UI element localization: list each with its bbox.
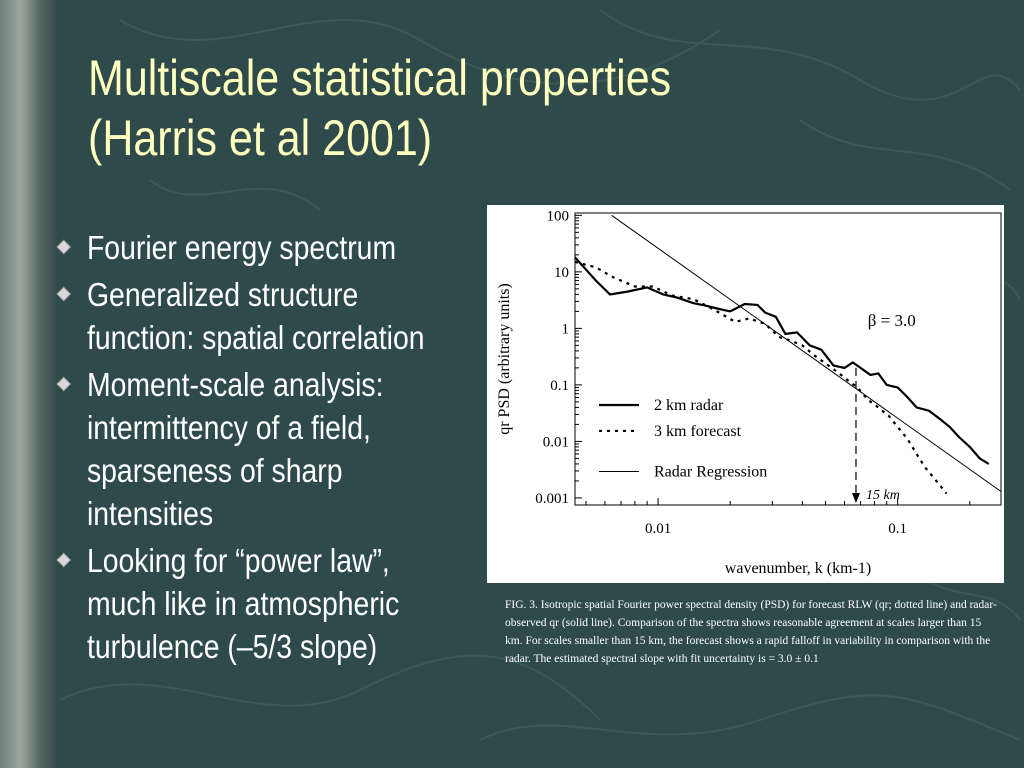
x-axis-label: wavenumber, k (km-1) [725, 560, 871, 577]
title-line-1: Multiscale statistical properties [88, 50, 672, 106]
slide-title: Multiscale statistical properties (Harri… [88, 48, 742, 168]
bullet-diamond-icon [56, 552, 72, 568]
slope-annotation: β = 3.0 [868, 311, 916, 330]
psd-chart: 0.001 0.01 0.1 1 10 100 0.01 0.1 15 km β = 3.0 2 k… [496, 208, 1002, 577]
y-tick-label: 10 [554, 265, 569, 281]
series-line-solid-thin [611, 214, 1002, 492]
title-line-2: (Harris et al 2001) [88, 110, 433, 166]
bullet-item: Fourier energy spectrum [56, 226, 426, 269]
decorative-left-strip [0, 0, 58, 768]
bullet-item: Moment-scale analysis: intermittency of … [56, 363, 426, 535]
psd-figure: 0.001 0.01 0.1 1 10 100 0.01 0.1 15 km β = 3.0 2 k… [487, 205, 1004, 583]
bullet-item: Generalized structure function: spatial … [56, 273, 426, 359]
legend-label: 2 km radar [654, 397, 724, 414]
bullet-diamond-icon [56, 239, 72, 255]
bullet-text: Looking for “power law”, much like in at… [86, 542, 400, 665]
cutoff-marker-label: 15 km [866, 488, 900, 503]
bullet-text: Moment-scale analysis: intermittency of … [86, 366, 384, 532]
y-axis-label: qr PSD (arbitrary units) [496, 283, 513, 435]
plot-frame [574, 212, 1002, 506]
cutoff-marker-arrow [851, 493, 860, 503]
x-tick-label: 0.1 [888, 521, 907, 537]
bullet-diamond-icon [56, 286, 72, 302]
y-tick-label: 100 [547, 208, 570, 224]
series-line-dotted [574, 260, 948, 495]
bullet-list: Fourier energy spectrum Generalized stru… [56, 226, 486, 672]
bullet-diamond-icon [56, 376, 72, 392]
legend-label: 3 km forecast [654, 423, 742, 440]
series-line-solid-thick [574, 256, 990, 465]
y-tick-label: 1 [562, 321, 570, 337]
bullet-text: Generalized structure function: spatial … [86, 276, 425, 356]
bullet-text: Fourier energy spectrum [86, 229, 397, 266]
bullet-item: Looking for “power law”, much like in at… [56, 539, 426, 668]
figure-caption: FIG. 3. Isotropic spatial Fourier power … [505, 599, 997, 665]
x-tick-label: 0.01 [645, 521, 671, 537]
y-tick-label: 0.01 [543, 434, 569, 450]
y-tick-label: 0.001 [535, 491, 569, 507]
y-tick-label: 0.1 [550, 378, 569, 394]
legend-label: Radar Regression [654, 463, 767, 480]
